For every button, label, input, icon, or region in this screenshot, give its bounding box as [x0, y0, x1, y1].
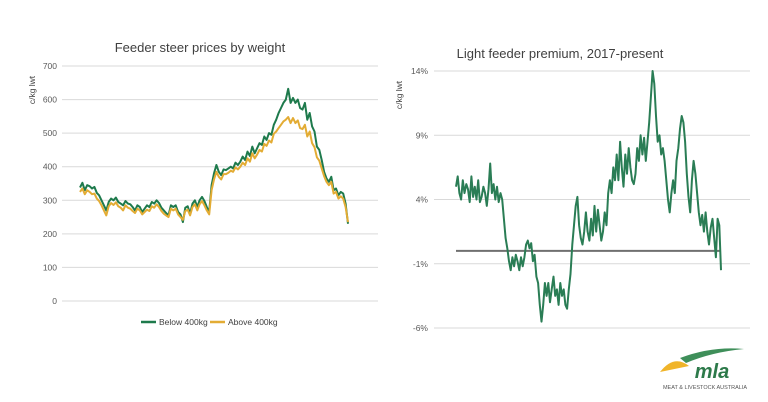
chart1-series	[79, 87, 349, 224]
chart1-y-ticks: 0 100 200 300 400 500 600 700	[43, 61, 57, 306]
logo-tagline: MEAT & LIVESTOCK AUSTRALIA	[663, 385, 747, 391]
logo-wordmark: mla	[695, 361, 729, 383]
mla-logo: mla MEAT & LIVESTOCK AUSTRALIA	[660, 348, 747, 391]
y-tick-label: 14%	[411, 66, 428, 76]
logo-sun-shape	[660, 361, 689, 372]
chart1-y-axis-label: c/kg lwt	[27, 75, 37, 104]
y-tick-label: 100	[43, 262, 57, 272]
y-tick-label: 600	[43, 95, 57, 105]
chart2-series	[455, 70, 722, 323]
series-line-above-400kg	[79, 116, 349, 223]
y-tick-label: 200	[43, 229, 57, 239]
chart2-y-axis-label: c/kg lwt	[394, 80, 404, 109]
y-tick-label: -1%	[413, 259, 429, 269]
y-tick-label: 300	[43, 195, 57, 205]
chart2-title: Light feeder premium, 2017-present	[457, 46, 664, 61]
legend-label-below-400kg: Below 400kg	[159, 317, 208, 327]
series-line-0	[455, 70, 722, 323]
logo-swoosh-shape	[680, 348, 744, 363]
y-tick-label: -6%	[413, 323, 429, 333]
chart1-legend: Below 400kg Above 400kg	[141, 317, 278, 327]
y-tick-label: 4%	[416, 195, 429, 205]
chart1-title: Feeder steer prices by weight	[115, 40, 286, 55]
chart2-y-ticks: -6% -1% 4% 9% 14%	[411, 66, 428, 333]
y-tick-label: 700	[43, 61, 57, 71]
chart-feeder-steer-prices: Feeder steer prices by weight c/kg lwt 0…	[27, 40, 378, 327]
legend-label-above-400kg: Above 400kg	[228, 317, 278, 327]
series-line-below-400kg	[79, 87, 349, 224]
y-tick-label: 0	[52, 296, 57, 306]
y-tick-label: 400	[43, 162, 57, 172]
y-tick-label: 9%	[416, 130, 429, 140]
chart-light-feeder-premium: Light feeder premium, 2017-present c/kg …	[394, 46, 750, 333]
y-tick-label: 500	[43, 128, 57, 138]
